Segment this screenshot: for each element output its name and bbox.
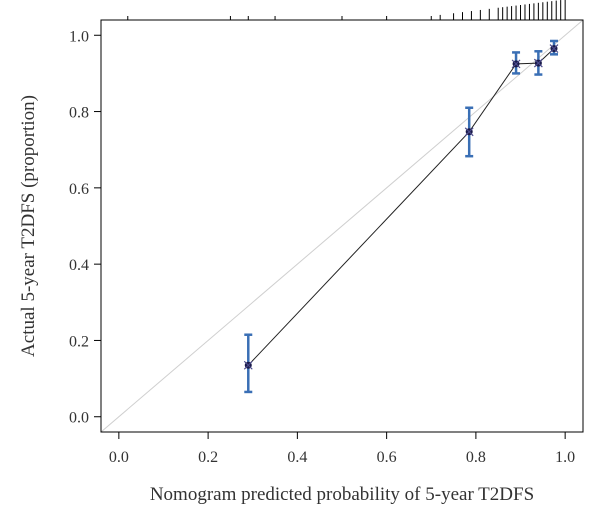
x-tick-label: 0.8	[466, 449, 486, 466]
y-tick-label: 1.0	[69, 28, 89, 45]
x-tick-label: 1.0	[555, 449, 575, 466]
reference-line	[100, 19, 584, 433]
x-axis-title: Nomogram predicted probability of 5-year…	[150, 484, 534, 505]
y-tick-label: 0.4	[69, 257, 89, 274]
y-axis-title: Actual 5-year T2DFS (proportion)	[18, 95, 39, 357]
data-point-cross	[549, 44, 559, 54]
x-tick-label: 0.6	[377, 449, 397, 466]
calibration-line	[247, 48, 555, 366]
y-tick-label: 0.2	[69, 333, 89, 350]
y-tick-label: 0.8	[69, 105, 89, 122]
y-tick-label: 0.6	[69, 181, 89, 198]
x-tick-label: 0.0	[109, 449, 129, 466]
data-point-cross	[511, 59, 521, 69]
data-point-cross	[243, 360, 253, 370]
plot-frame	[100, 19, 584, 433]
y-tick-label: 0.0	[69, 410, 89, 427]
x-tick-label: 0.2	[198, 449, 218, 466]
data-point-cross	[533, 58, 543, 68]
data-point-cross	[464, 127, 474, 137]
x-tick-label: 0.4	[287, 449, 307, 466]
